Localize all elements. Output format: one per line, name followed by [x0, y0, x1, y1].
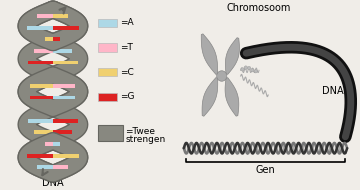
Circle shape [241, 68, 244, 71]
Bar [28, 119, 53, 123]
Ellipse shape [217, 71, 227, 81]
Bar [98, 125, 123, 141]
Bar [53, 61, 78, 64]
Bar [50, 72, 53, 76]
Bar [45, 37, 53, 41]
Bar [53, 26, 79, 30]
Circle shape [251, 68, 254, 72]
Polygon shape [225, 38, 239, 74]
Polygon shape [202, 78, 218, 116]
Bar [31, 84, 53, 88]
Bar [53, 131, 72, 134]
Text: =G: =G [120, 92, 134, 101]
Bar [27, 26, 53, 30]
Bar [53, 107, 55, 111]
Bar [37, 165, 53, 169]
Bar [98, 68, 117, 76]
Polygon shape [201, 34, 218, 74]
Bar [37, 14, 53, 18]
Bar [45, 142, 53, 146]
Text: =C: =C [120, 68, 134, 77]
Text: Gen: Gen [256, 165, 275, 175]
Bar [53, 165, 68, 169]
Bar [53, 14, 68, 18]
Bar [53, 49, 72, 53]
Text: DNA: DNA [42, 178, 64, 188]
Bar [27, 154, 53, 158]
Bar [53, 154, 79, 158]
Bar [53, 142, 60, 146]
Bar [98, 43, 117, 52]
Bar [53, 37, 60, 41]
Text: DNA: DNA [321, 86, 343, 96]
Bar [28, 61, 53, 64]
Bar [33, 49, 53, 53]
Bar [53, 96, 75, 99]
Text: =A: =A [120, 18, 134, 27]
Polygon shape [225, 78, 239, 116]
Circle shape [254, 70, 257, 73]
Text: =T: =T [120, 43, 133, 52]
Text: =Twee: =Twee [125, 127, 155, 136]
Circle shape [247, 66, 251, 70]
Bar [53, 84, 75, 88]
Bar [33, 131, 53, 134]
Bar [53, 72, 55, 76]
Text: strengen: strengen [125, 135, 166, 144]
Bar [98, 19, 117, 27]
Bar [50, 107, 53, 111]
Circle shape [244, 66, 247, 69]
Bar [31, 96, 53, 99]
Text: Chromosoom: Chromosoom [227, 3, 291, 13]
Bar [98, 93, 117, 101]
Bar [53, 119, 78, 123]
